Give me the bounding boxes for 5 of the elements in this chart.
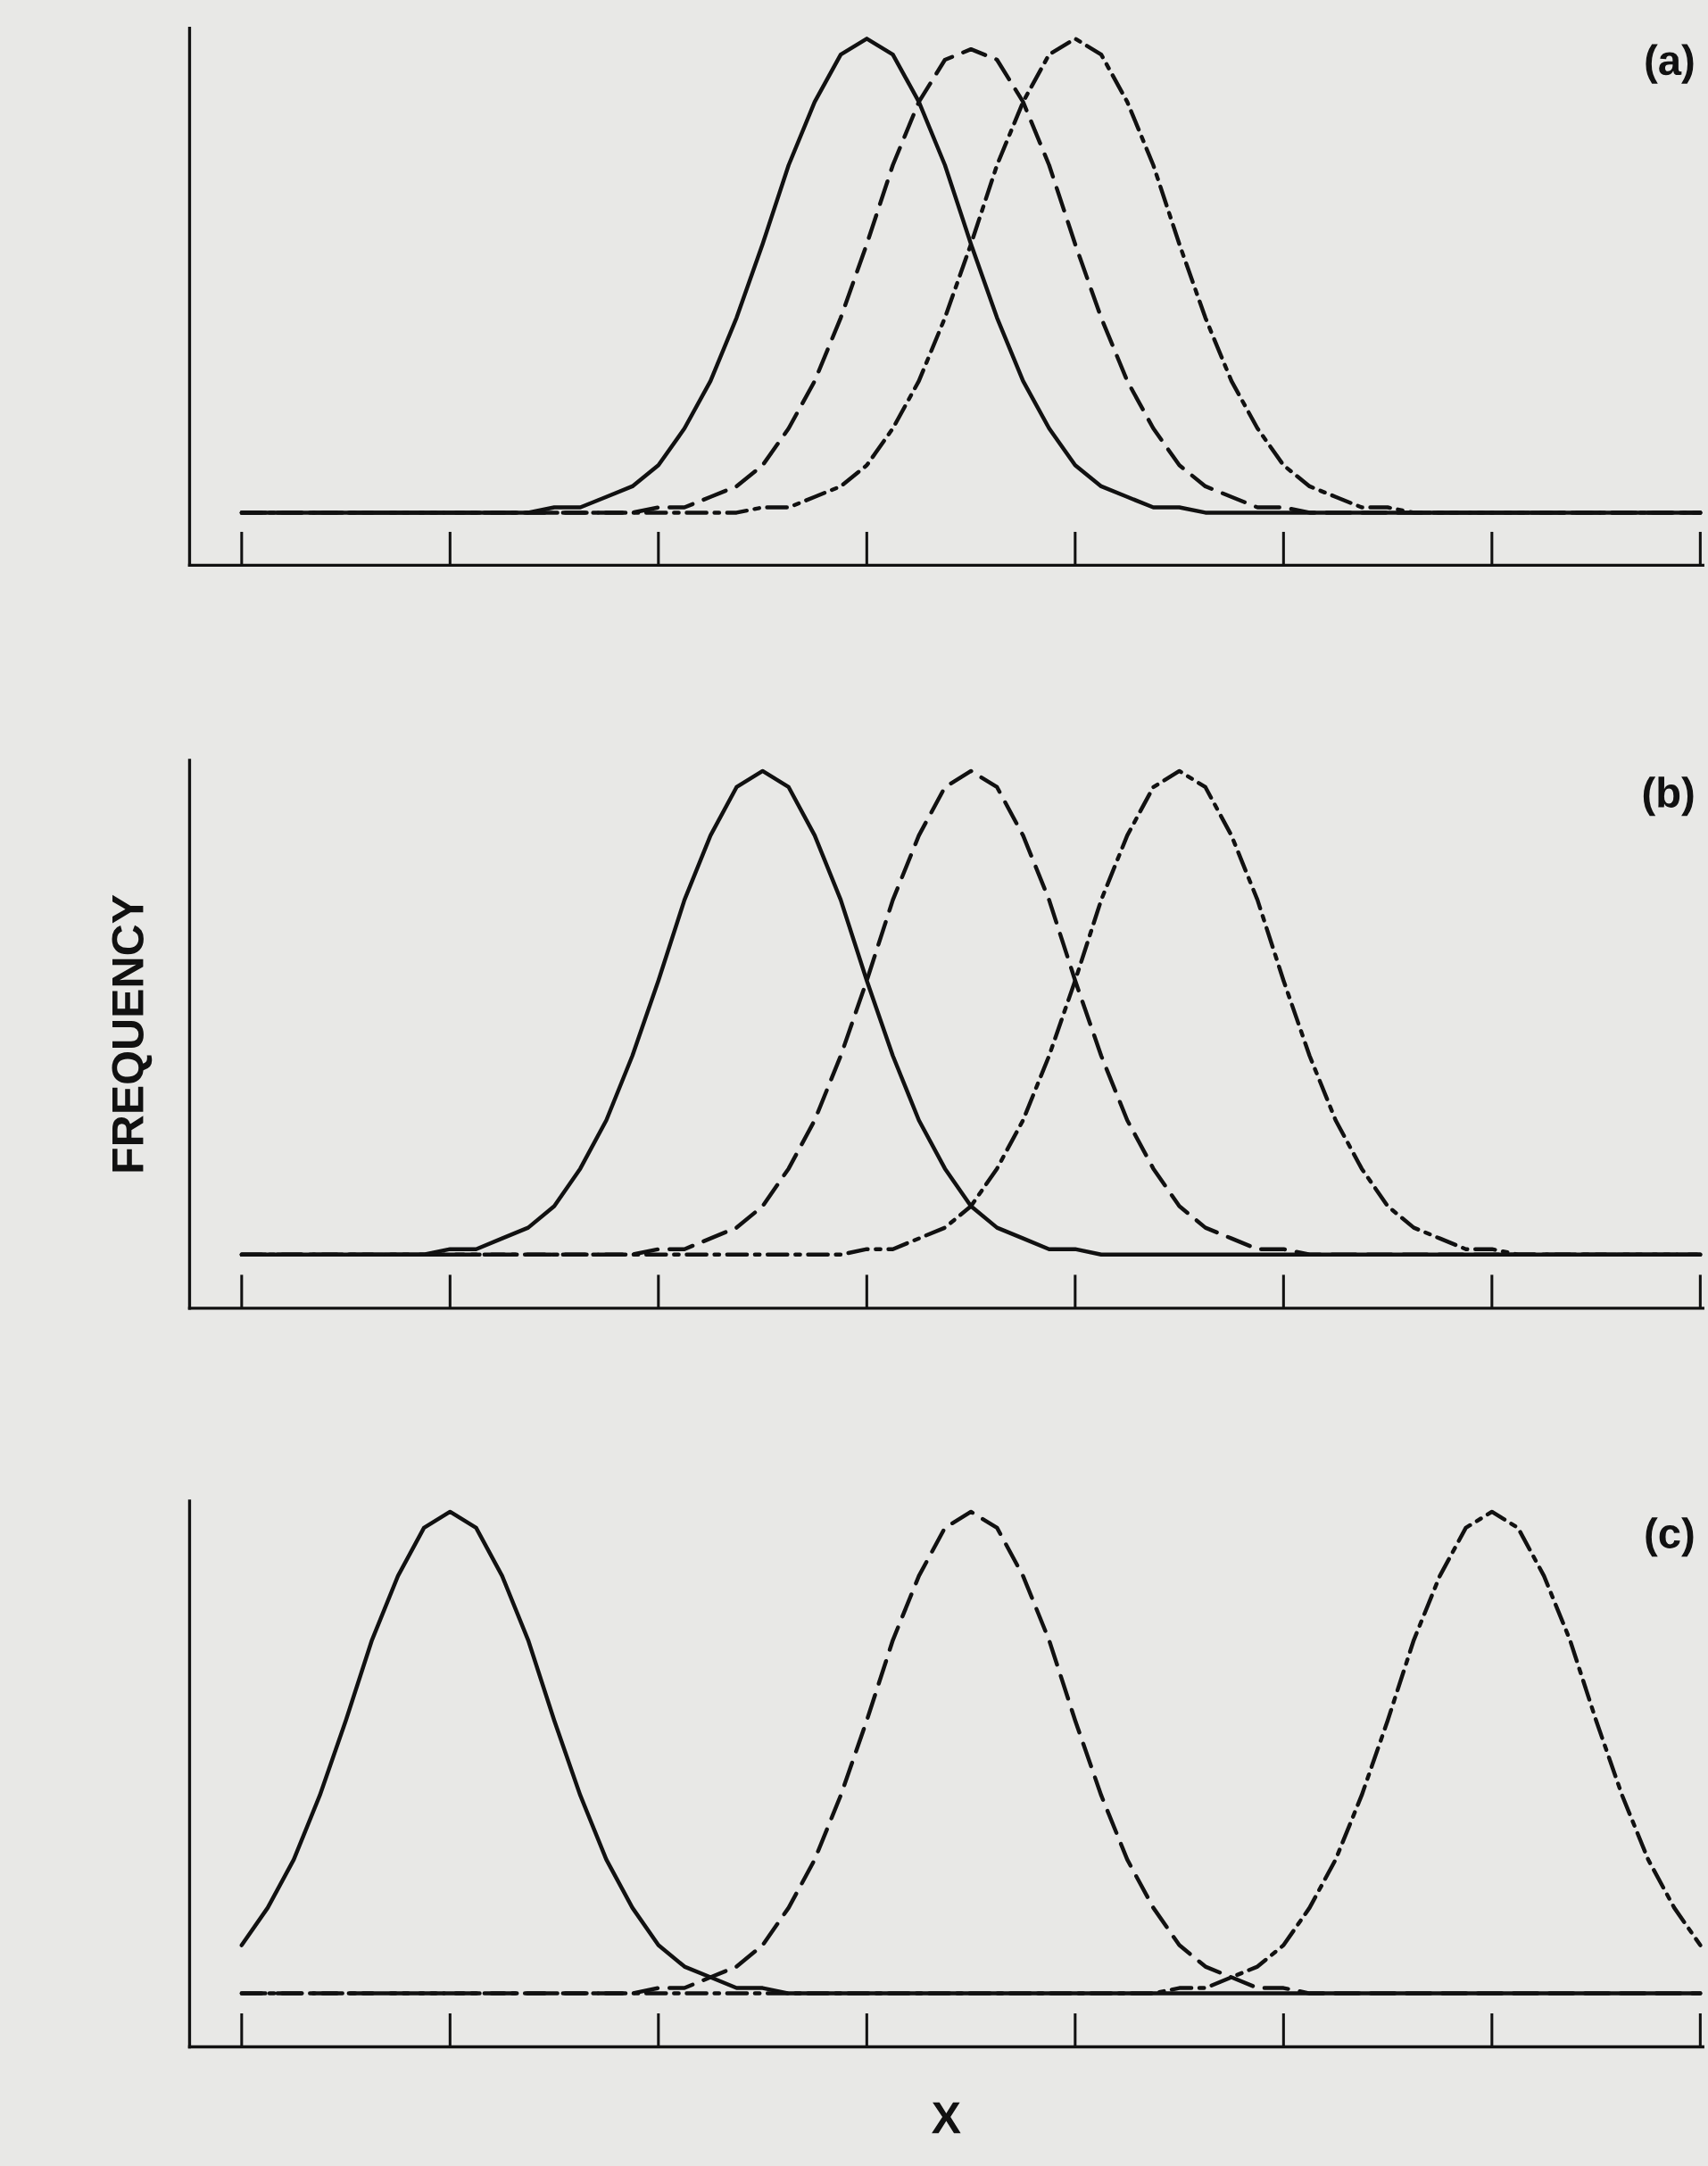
x-axis-title: X <box>932 2102 961 2134</box>
annotation: (a) <box>1646 44 1694 84</box>
y-axis-title: FREQUENCY <box>112 894 153 1172</box>
annotation: (b) <box>1643 776 1694 817</box>
annotation: (c) <box>1646 1517 1694 1557</box>
